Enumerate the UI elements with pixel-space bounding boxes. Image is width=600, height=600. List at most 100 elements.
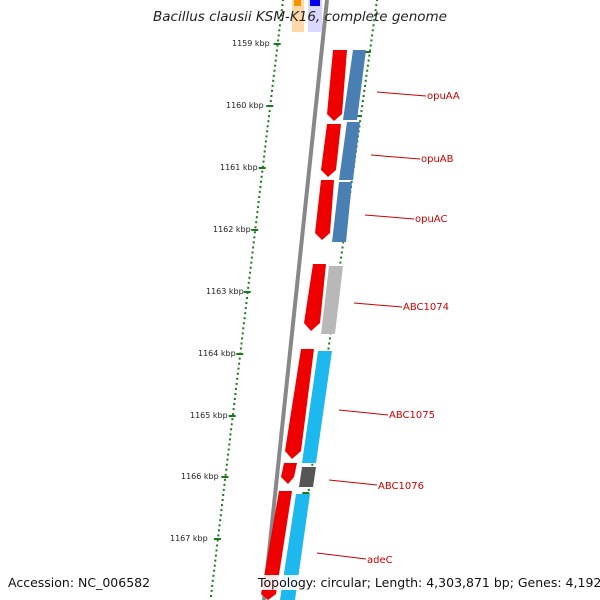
scale-dot-right xyxy=(364,84,366,87)
scale-dot-left xyxy=(246,297,248,299)
scale-dot-left xyxy=(238,362,241,365)
scale-dot-left xyxy=(260,175,263,178)
scale-dot-left xyxy=(227,448,230,451)
scale-dot-left xyxy=(273,69,276,72)
backbone-line xyxy=(262,0,329,600)
cog-bar-ABC1074 xyxy=(321,266,343,334)
leader-line-opuAC xyxy=(364,214,415,220)
leader-line-adeC xyxy=(316,552,367,560)
scale-dot-left xyxy=(240,342,243,345)
scale-dot-right xyxy=(361,105,364,108)
gene-label-adeC[interactable]: adeC xyxy=(367,555,393,566)
cog-bar-ABC1076 xyxy=(299,467,316,487)
scale-dot-left xyxy=(227,453,230,456)
cog-bar-adeC xyxy=(280,494,310,600)
scale-dot-left xyxy=(253,236,256,239)
gene-arrow-ABC1074[interactable] xyxy=(304,264,326,331)
scale-dot-left xyxy=(224,478,226,481)
scale-dot-left xyxy=(280,14,283,17)
scale-dot-left xyxy=(212,574,215,577)
scale-label-1161: 1161 kbp xyxy=(220,163,258,172)
gene-label-opuAC[interactable]: opuAC xyxy=(415,214,447,225)
scale-dot-left xyxy=(230,428,233,431)
scale-dot-left xyxy=(211,584,214,587)
scale-dot-left xyxy=(248,276,251,279)
scale-dot-right xyxy=(367,59,370,62)
scale-dot-left xyxy=(228,443,231,446)
scale-dot-right xyxy=(340,251,343,254)
leader-line-opuAB xyxy=(370,154,421,160)
gene-arrow-adeC[interactable] xyxy=(261,491,292,600)
scale-dot-left xyxy=(280,9,283,12)
scale-tick-left xyxy=(236,353,244,355)
scale-dot-left xyxy=(224,473,227,476)
gene-arrow-ABC1076[interactable] xyxy=(281,463,297,484)
scale-dot-left xyxy=(260,180,262,183)
scale-label-1166: 1166 kbp xyxy=(181,472,219,481)
gene-arrow-opuAC[interactable] xyxy=(315,180,334,240)
scale-tick-left xyxy=(213,538,221,540)
scale-dot-left xyxy=(233,403,236,406)
gene-label-opuAA[interactable]: opuAA xyxy=(427,91,460,102)
scale-dot-right xyxy=(365,74,368,77)
scale-dot-right xyxy=(327,347,330,350)
scale-dot-left xyxy=(255,221,258,224)
scale-dot-left xyxy=(257,206,259,209)
scale-dot-left xyxy=(245,302,248,305)
scale-dot-left xyxy=(213,569,216,572)
scale-dot-left xyxy=(247,281,250,284)
scale-dot-right xyxy=(339,261,342,264)
scale-label-1164: 1164 kbp xyxy=(198,349,236,358)
scale-dot-right xyxy=(373,14,376,17)
scale-dot-left xyxy=(226,458,229,461)
scale-dot-left xyxy=(229,433,232,436)
scale-dot-left xyxy=(214,559,217,562)
scale-dot-left xyxy=(268,115,270,118)
scale-dot-left xyxy=(219,519,222,522)
gene-arrow-opuAA[interactable] xyxy=(327,50,347,121)
scale-dot-left xyxy=(268,110,271,113)
gene-label-opuAB[interactable]: opuAB xyxy=(421,154,454,165)
scale-dot-left xyxy=(264,145,267,148)
scale-dot-right xyxy=(311,463,314,466)
scale-dot-right xyxy=(340,256,343,259)
scale-dot-left xyxy=(278,24,281,27)
scale-dot-left xyxy=(252,241,255,244)
scale-tick-left xyxy=(251,229,259,231)
scale-dot-left xyxy=(242,322,245,325)
scale-dot-right xyxy=(360,110,363,113)
scale-dot-left xyxy=(278,29,281,32)
cog-bar-ABC1075 xyxy=(302,351,332,463)
gene-arrow-ABC1075[interactable] xyxy=(285,349,314,459)
scale-dot-left xyxy=(235,387,237,390)
scale-dot-left xyxy=(274,64,277,67)
scale-dot-left xyxy=(215,549,218,552)
scale-dot-right xyxy=(359,120,362,123)
scale-dot-left xyxy=(228,438,231,441)
scale-dot-left xyxy=(254,226,257,229)
scale-dot-left xyxy=(253,231,256,234)
scale-tick-left xyxy=(221,476,229,478)
scale-dot-left xyxy=(262,160,265,163)
scale-dot-left xyxy=(250,256,253,259)
scale-dot-left xyxy=(219,514,222,517)
gene-arrow-opuAB[interactable] xyxy=(321,124,341,177)
scale-tick-left xyxy=(228,415,236,417)
scale-dot-left xyxy=(241,337,244,340)
scale-dot-left xyxy=(267,120,270,123)
scale-dot-left xyxy=(261,165,264,168)
scale-dot-left xyxy=(258,196,261,198)
gene-label-ABC1074[interactable]: ABC1074 xyxy=(403,302,449,313)
scale-dot-left xyxy=(279,19,282,22)
scale-tick-left xyxy=(243,291,251,293)
scale-dot-right xyxy=(368,54,371,57)
gene-label-ABC1076[interactable]: ABC1076 xyxy=(378,481,424,492)
gene-label-ABC1075[interactable]: ABC1075 xyxy=(389,410,435,421)
accession-text: Accession: NC_006582 xyxy=(8,575,151,590)
scale-dot-left xyxy=(244,312,247,315)
scale-labels: 1159 kbp 1160 kbp 1161 kbp 1162 kbp 1163… xyxy=(170,39,270,543)
scale-dot-left xyxy=(257,201,260,203)
scale-dot-left xyxy=(266,130,269,133)
scale-dot-left xyxy=(221,504,223,507)
